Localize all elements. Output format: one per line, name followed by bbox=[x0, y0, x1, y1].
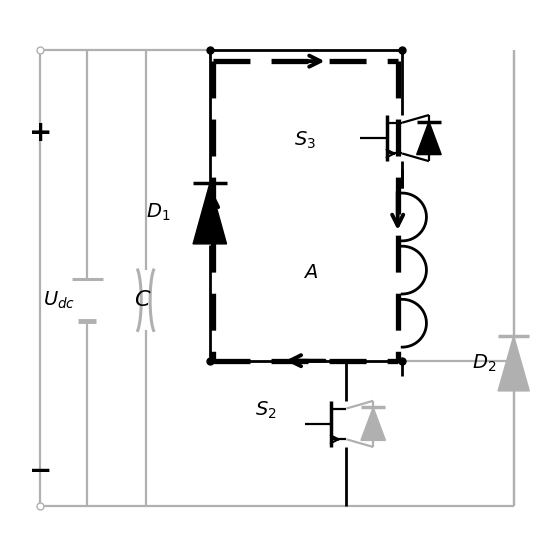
Polygon shape bbox=[498, 336, 529, 391]
Text: $D_2$: $D_2$ bbox=[472, 353, 496, 374]
Text: +: + bbox=[29, 118, 53, 147]
Text: $D_1$: $D_1$ bbox=[146, 202, 170, 223]
Text: $A$: $A$ bbox=[302, 264, 318, 282]
Text: $U_{dc}$: $U_{dc}$ bbox=[42, 290, 75, 311]
Text: $C$: $C$ bbox=[134, 289, 151, 311]
Polygon shape bbox=[416, 122, 441, 155]
Text: $S_3$: $S_3$ bbox=[294, 130, 316, 152]
Text: −: − bbox=[29, 457, 53, 485]
Polygon shape bbox=[361, 407, 386, 440]
Polygon shape bbox=[193, 183, 226, 244]
Text: $S_2$: $S_2$ bbox=[255, 399, 277, 421]
